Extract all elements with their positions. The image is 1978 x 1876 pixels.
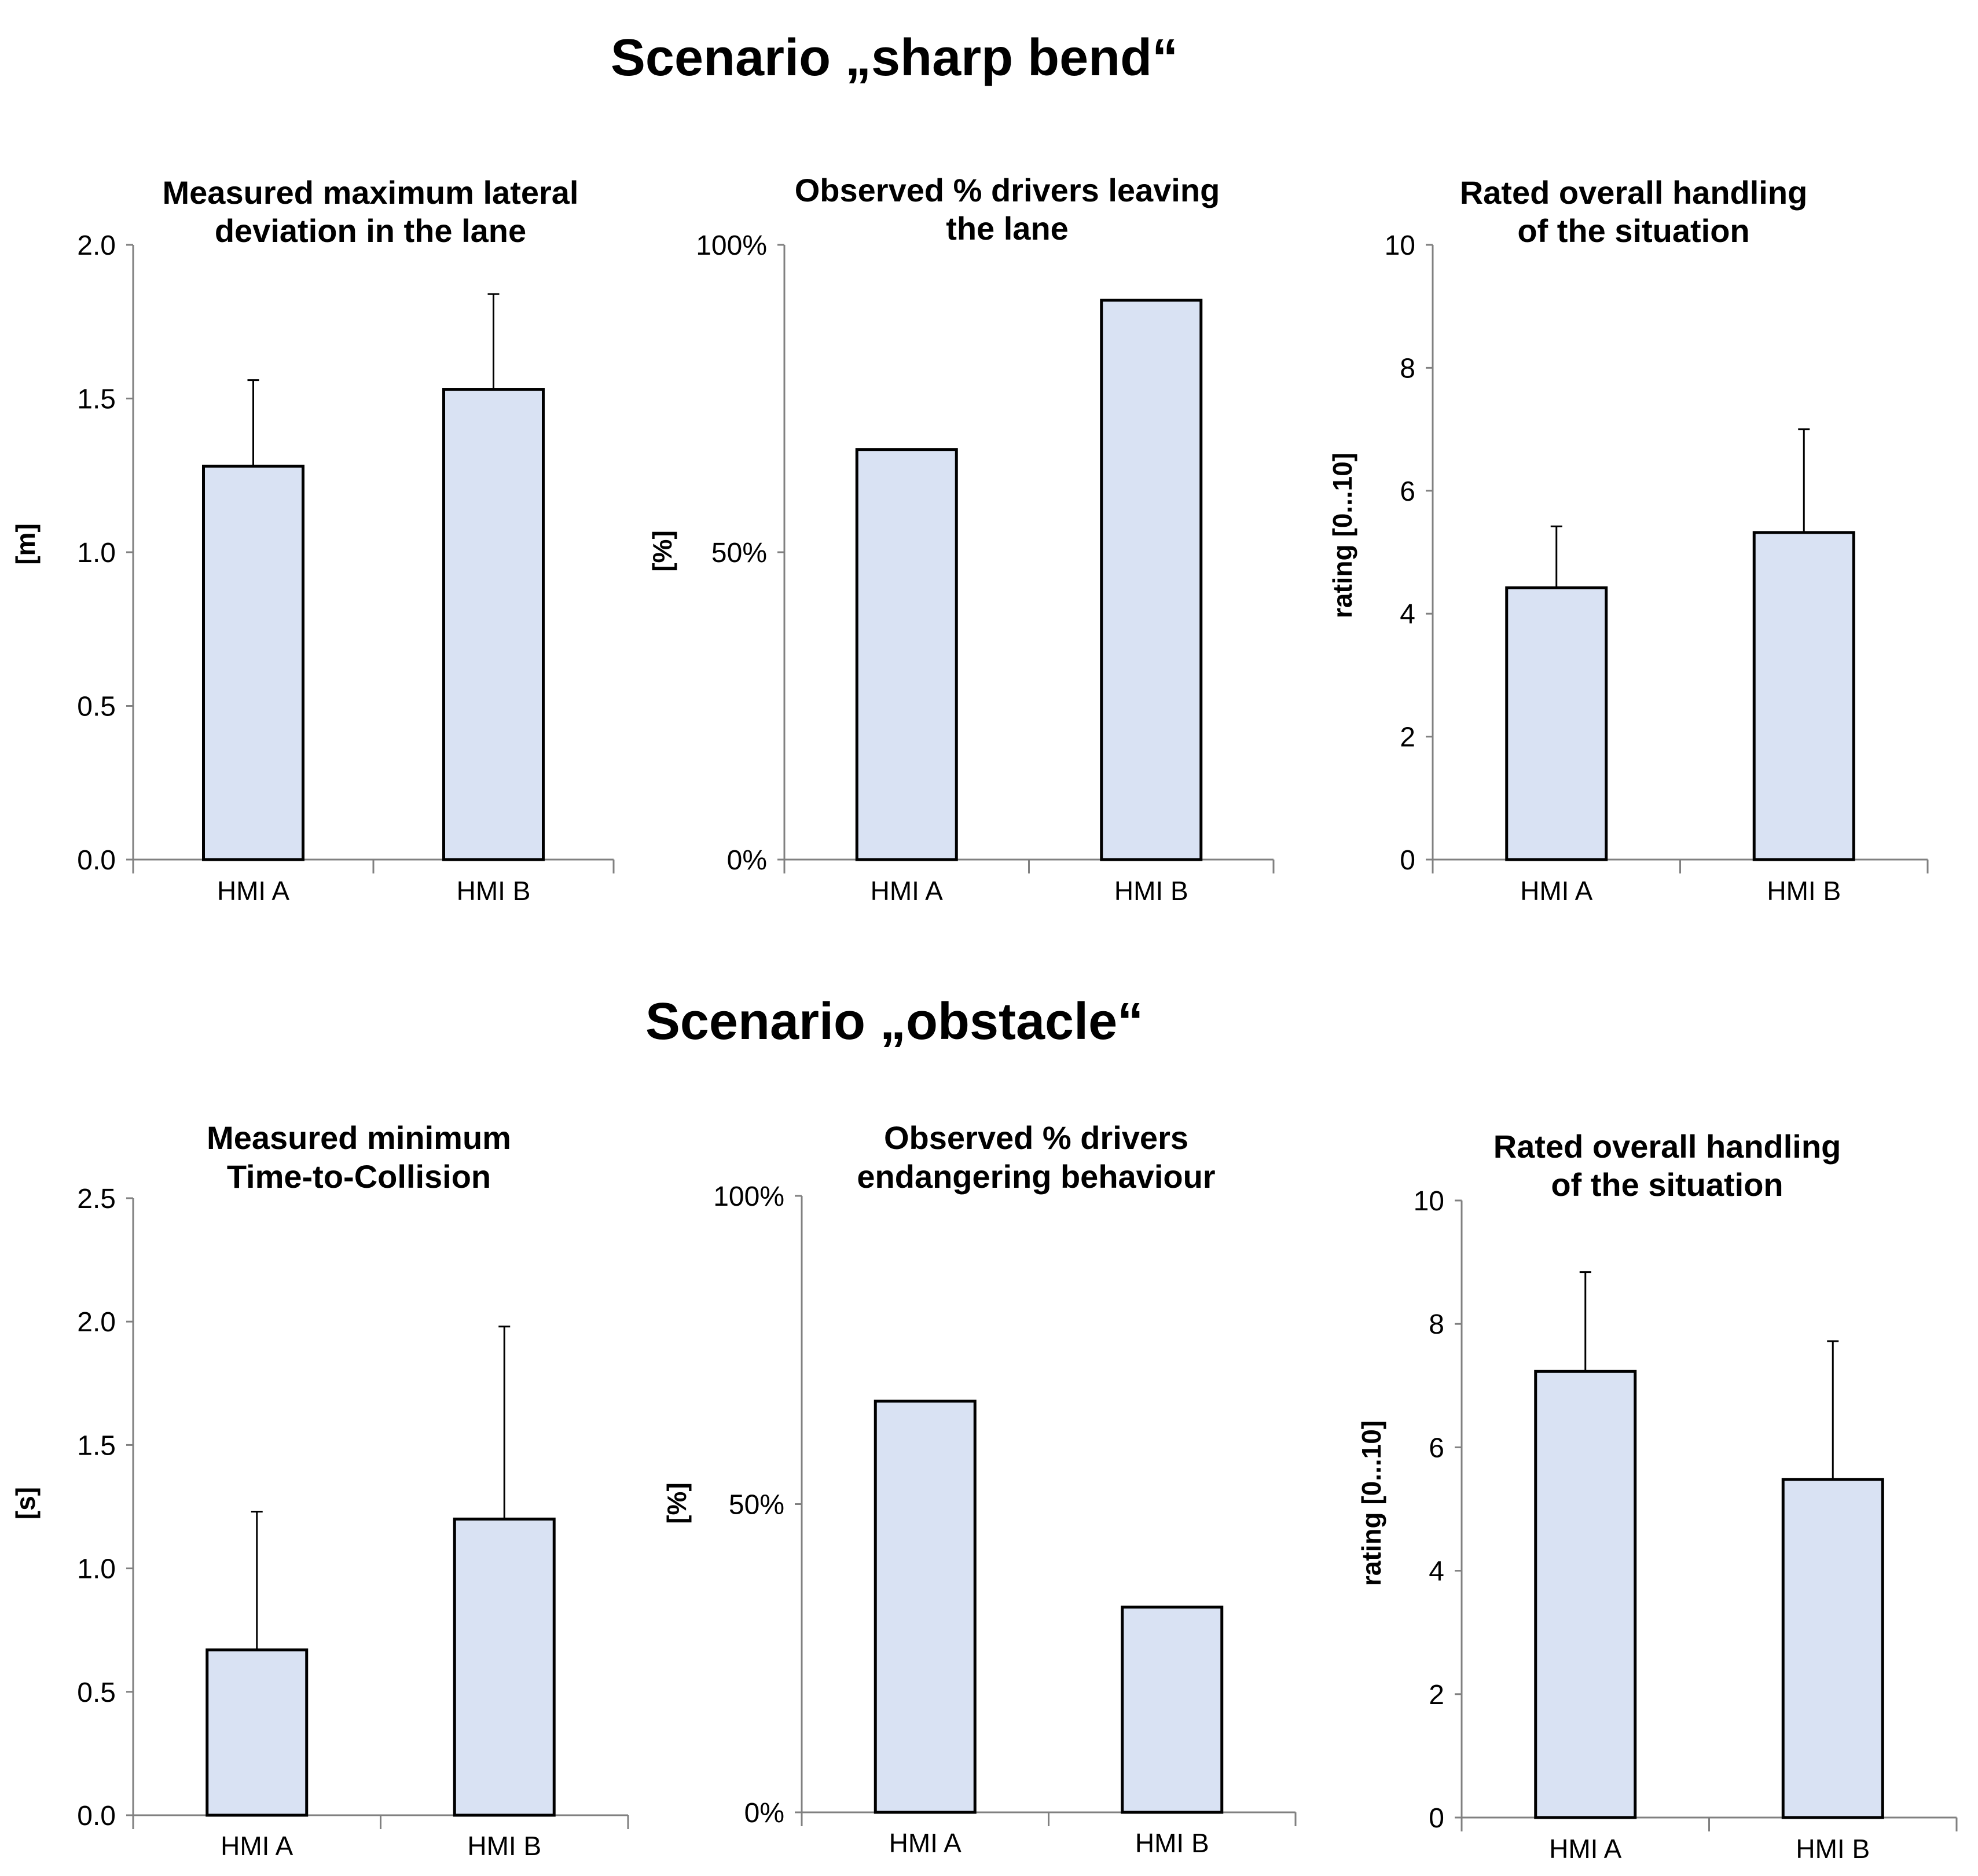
chart-title-line: Rated overall handling (1493, 1128, 1841, 1165)
y-tick-label: 1.5 (77, 1430, 116, 1461)
y-tick-label: 6 (1400, 476, 1415, 507)
y-tick-label: 10 (1414, 1186, 1444, 1217)
y-tick-label: 4 (1429, 1556, 1444, 1587)
bar-hmi-b (1100, 299, 1203, 861)
category-label: HMI B (1796, 1834, 1870, 1864)
y-axis-label: [m] (10, 523, 41, 565)
category-label: HMI B (1767, 876, 1841, 906)
y-tick-label: 4 (1400, 599, 1415, 630)
y-tick-label: 2.0 (77, 1307, 116, 1338)
y-tick-label: 8 (1400, 353, 1415, 384)
y-tick-label: 1.0 (77, 538, 116, 568)
category-label: HMI B (457, 876, 531, 906)
chart-title-line: Time-to-Collision (227, 1158, 491, 1195)
category-label: HMI B (1135, 1828, 1209, 1858)
y-tick-label: 10 (1385, 230, 1415, 261)
bar-hmi-a (1505, 586, 1608, 861)
bar-hmi-b (1121, 1605, 1224, 1814)
y-tick-label: 2.5 (77, 1184, 116, 1214)
y-tick-label: 2.0 (77, 230, 116, 261)
bar-hmi-b (453, 1517, 556, 1817)
category-label: HMI A (1520, 876, 1593, 906)
chart-title-line: Measured minimum (207, 1119, 511, 1156)
category-label: HMI A (221, 1831, 293, 1861)
y-axis-label: rating [0...10] (1327, 453, 1357, 618)
category-label: HMI A (871, 876, 944, 906)
scenario-title-obstacle: Scenario „obstacle“ (645, 993, 1143, 1051)
y-tick-label: 1.0 (77, 1554, 116, 1585)
chart-title-line: the lane (946, 210, 1069, 247)
y-tick-label: 0 (1400, 845, 1415, 876)
y-tick-label: 2 (1429, 1680, 1444, 1710)
chart-title-line: Rated overall handling (1460, 174, 1808, 211)
bar-hmi-a (205, 1648, 309, 1817)
category-label: HMI B (1114, 876, 1188, 906)
y-tick-label: 2 (1400, 722, 1415, 753)
category-label: HMI A (889, 1828, 962, 1858)
y-axis-label: [s] (10, 1487, 41, 1519)
bar-hmi-b (442, 388, 545, 861)
y-axis-label: [%] (647, 530, 677, 572)
y-tick-label: 50% (711, 538, 767, 568)
y-axis-label: rating [0...10] (1356, 1420, 1386, 1586)
scenario-title-sharp-bend: Scenario „sharp bend“ (611, 29, 1178, 87)
y-tick-label: 0 (1429, 1803, 1444, 1834)
chart-title-line: Observed % drivers (884, 1119, 1188, 1156)
y-tick-label: 6 (1429, 1433, 1444, 1463)
category-label: HMI B (467, 1831, 541, 1861)
chart-title-line: deviation in the lane (215, 212, 526, 249)
bar-hmi-b (1781, 1478, 1884, 1819)
bar-hmi-a (202, 464, 304, 861)
chart-title-line: Measured maximum lateral (163, 174, 579, 211)
y-tick-label: 8 (1429, 1309, 1444, 1340)
category-label: HMI A (1549, 1834, 1622, 1864)
y-tick-label: 0% (744, 1798, 784, 1829)
y-tick-label: 100% (713, 1181, 784, 1212)
bar-hmi-b (1752, 531, 1855, 861)
y-tick-label: 0.5 (77, 1677, 116, 1708)
y-tick-label: 0% (727, 845, 767, 876)
y-tick-label: 50% (729, 1490, 784, 1521)
bar-hmi-a (855, 448, 958, 861)
chart-title-line: of the situation (1517, 212, 1749, 249)
bar-hmi-a (874, 1400, 977, 1814)
bar-hmi-a (1534, 1370, 1637, 1819)
y-tick-label: 0.0 (77, 1801, 116, 1831)
chart-title-line: of the situation (1551, 1166, 1783, 1203)
chart-title-line: Observed % drivers leaving (795, 172, 1220, 208)
y-tick-label: 1.5 (77, 384, 116, 415)
y-tick-label: 0.5 (77, 692, 116, 722)
chart-title-line: endangering behaviour (857, 1158, 1215, 1195)
y-tick-label: 0.0 (77, 845, 116, 876)
category-label: HMI A (217, 876, 290, 906)
y-tick-label: 100% (696, 230, 767, 261)
y-axis-label: [%] (662, 1482, 692, 1524)
